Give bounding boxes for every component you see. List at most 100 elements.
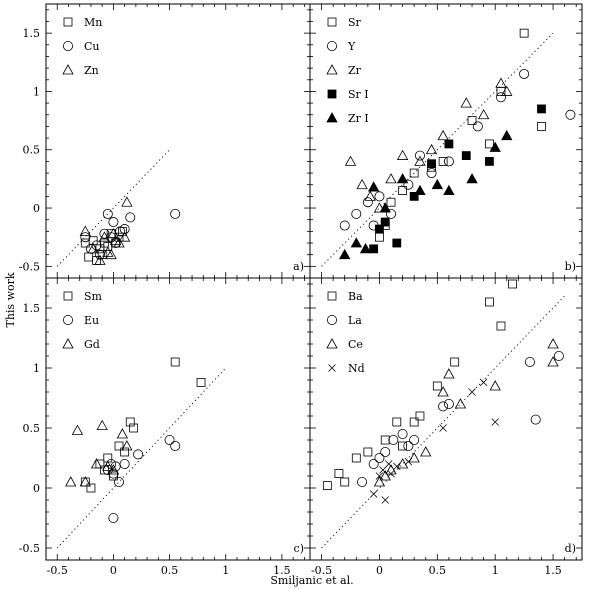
series-zr-i [339,129,513,260]
data-point [432,381,442,391]
data-point [339,248,351,260]
data-point [114,476,125,487]
series-la [357,350,564,487]
data-point [398,186,407,195]
legend-label: Zr I [348,112,369,125]
legend: Sm Eu Gd [62,290,103,351]
data-point [65,476,77,487]
data-point [403,440,414,451]
data-point [472,121,483,132]
data-point [425,143,438,155]
data-point [408,452,420,463]
data-point [119,458,130,469]
data-point [381,496,390,504]
series-zr [344,77,513,213]
legend-marker [63,41,74,52]
y-tick-label: -0.5 [19,260,40,273]
data-point [547,338,559,349]
data-point [79,476,91,487]
data-point [356,178,368,190]
data-point [369,490,378,498]
data-point [495,77,507,88]
data-point [426,168,437,179]
legend-label: Zn [84,64,99,77]
data-point [90,458,103,469]
legend-label: Gd [84,338,100,351]
data-point [374,191,385,202]
legend: Mn Cu Zn [62,16,102,77]
data-point [485,139,494,149]
data-point [477,108,490,120]
data-point [99,228,110,239]
data-point [386,197,396,207]
series-nd [369,378,499,504]
y-tick-label: 1.5 [23,27,41,40]
data-point [420,446,432,457]
series-gd [65,419,133,487]
data-point [86,483,96,493]
data-point [98,231,111,242]
data-point [387,469,395,478]
data-point [133,449,144,460]
x-tick-label: 0 [110,564,117,577]
data-point [359,243,372,254]
data-point [404,457,413,466]
legend-label: Zr [348,64,362,77]
data-point [373,476,386,487]
data-point [537,122,546,131]
data-point [461,151,471,160]
data-point [409,168,419,178]
data-point [125,212,136,223]
legend-label: Sr I [348,88,369,101]
data-point [524,356,535,367]
data-point [125,417,135,427]
y-axis-label: This work [4,272,17,327]
data-point [364,190,376,201]
legend-marker [327,17,337,27]
data-point [489,380,501,391]
data-point [547,356,559,367]
data-point [438,401,449,412]
panel-a: -0.5 0 0.5 1 1.5 Mn Cu Zn a) [19,3,311,279]
data-point [398,441,407,451]
data-point [454,398,467,409]
y-tick-label: -0.5 [19,542,40,555]
series-eu [102,434,181,524]
data-point [565,109,576,120]
data-point [373,202,386,213]
data-point [409,434,420,445]
data-point [495,92,506,103]
data-point [501,85,513,96]
data-point [94,249,105,260]
data-point [386,208,397,219]
data-point [170,208,181,219]
data-point [351,453,361,463]
data-point [108,513,119,524]
data-point [485,297,494,307]
data-point [392,238,402,248]
data-point [388,434,399,445]
legend-marker [326,64,338,75]
data-point [95,459,105,469]
data-point [467,116,477,125]
data-point [196,377,206,387]
data-point [396,149,409,160]
data-point [489,141,501,152]
data-point [443,398,454,409]
data-point [340,477,350,487]
legend-marker [62,338,74,349]
legend: Sr Y Zr Sr I Zr I [326,16,369,125]
data-point [334,469,344,479]
data-point [121,440,133,451]
data-point [79,225,91,236]
panel-frame [309,277,583,561]
data-point [437,129,449,141]
data-point [379,466,387,474]
data-point [351,208,362,219]
legend-marker [63,291,73,301]
data-point [94,254,106,265]
data-point [379,202,391,213]
series-y [339,68,576,231]
data-point [71,424,84,435]
data-point [84,252,94,262]
